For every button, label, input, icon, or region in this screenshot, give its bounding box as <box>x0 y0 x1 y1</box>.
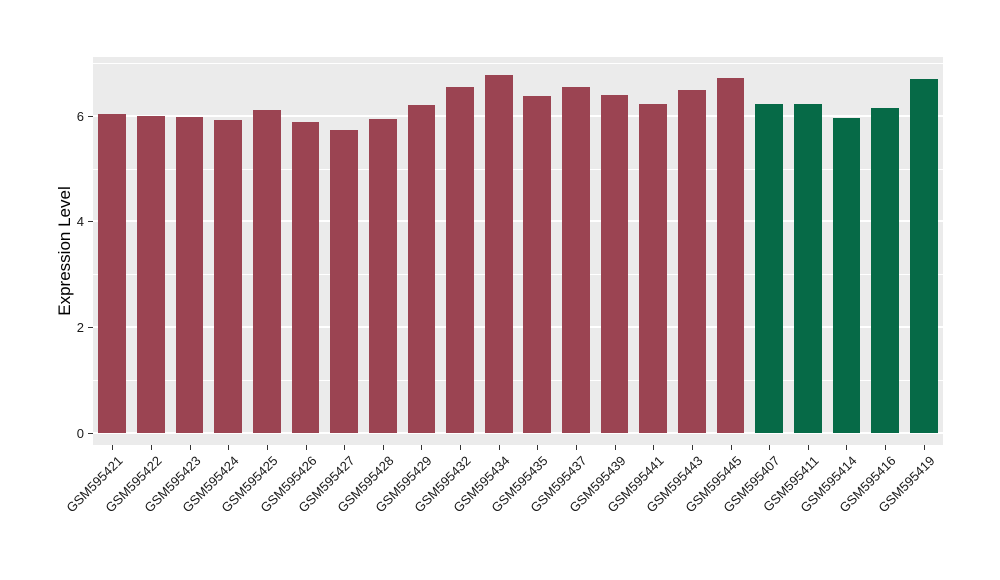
y-tick-6 <box>88 115 93 117</box>
bar-GSM595423 <box>175 117 204 433</box>
bar-GSM595445 <box>716 77 745 433</box>
x-tick-GSM595437 <box>575 445 577 450</box>
bar-GSM595443 <box>677 90 706 433</box>
bar-GSM595437 <box>562 86 590 433</box>
minor-gridline-y3 <box>93 274 943 276</box>
major-gridline-y2 <box>93 326 943 329</box>
x-tick-GSM595426 <box>305 445 307 450</box>
y-tick-0 <box>88 433 93 434</box>
major-gridline-y4 <box>93 220 943 223</box>
bar-GSM595416 <box>871 108 899 433</box>
y-axis-title: Expression Level <box>55 186 74 316</box>
y-tick-4 <box>88 221 93 223</box>
x-tick-GSM595435 <box>537 445 539 450</box>
bar-GSM595435 <box>523 95 552 433</box>
x-tick-GSM595428 <box>382 445 384 450</box>
minor-gridline-y1 <box>93 380 943 382</box>
x-tick-GSM595419 <box>923 445 925 450</box>
plot-panel <box>93 57 943 445</box>
bar-GSM595424 <box>214 119 243 433</box>
y-tick-label-6: 6 <box>76 108 84 124</box>
x-tick-GSM595441 <box>653 445 655 450</box>
x-tick-GSM595434 <box>498 445 500 450</box>
minor-gridline-y7 <box>93 62 943 64</box>
x-tick-GSM595414 <box>846 445 848 450</box>
bar-GSM595414 <box>832 118 861 433</box>
y-tick-2 <box>88 327 93 329</box>
x-tick-GSM595421 <box>112 445 114 450</box>
bar-GSM595411 <box>793 104 822 433</box>
minor-gridline-y5 <box>93 168 943 170</box>
x-tick-GSM595439 <box>614 445 616 450</box>
x-tick-GSM595427 <box>344 445 346 450</box>
x-tick-GSM595411 <box>807 445 809 450</box>
x-tick-GSM595416 <box>885 445 887 450</box>
x-tick-GSM595445 <box>730 445 732 450</box>
major-gridline-y0 <box>93 432 943 434</box>
x-tick-GSM595422 <box>150 445 152 450</box>
bar-GSM595434 <box>484 74 513 433</box>
bar-GSM595427 <box>330 129 359 433</box>
bar-GSM595426 <box>291 122 320 433</box>
y-tick-label-2: 2 <box>76 320 84 336</box>
major-gridline-y6 <box>93 114 943 117</box>
x-tick-GSM595407 <box>769 445 771 450</box>
bar-GSM595421 <box>98 114 127 433</box>
x-tick-GSM595432 <box>460 445 462 450</box>
y-tick-label-4: 4 <box>76 214 84 230</box>
x-tick-GSM595423 <box>189 445 191 450</box>
bar-GSM595432 <box>446 86 474 433</box>
bar-GSM595429 <box>407 105 436 433</box>
x-tick-GSM595424 <box>228 445 230 450</box>
bar-GSM595425 <box>252 110 281 433</box>
bar-GSM595441 <box>639 104 668 433</box>
x-tick-GSM595443 <box>691 445 693 450</box>
x-tick-GSM595429 <box>421 445 423 450</box>
bar-GSM595439 <box>600 94 629 433</box>
y-tick-label-0: 0 <box>76 426 84 441</box>
bar-GSM595419 <box>909 78 938 433</box>
bar-GSM595422 <box>137 115 165 433</box>
bar-GSM595407 <box>755 104 784 433</box>
x-tick-GSM595425 <box>266 445 268 450</box>
bar-GSM595428 <box>368 119 397 433</box>
